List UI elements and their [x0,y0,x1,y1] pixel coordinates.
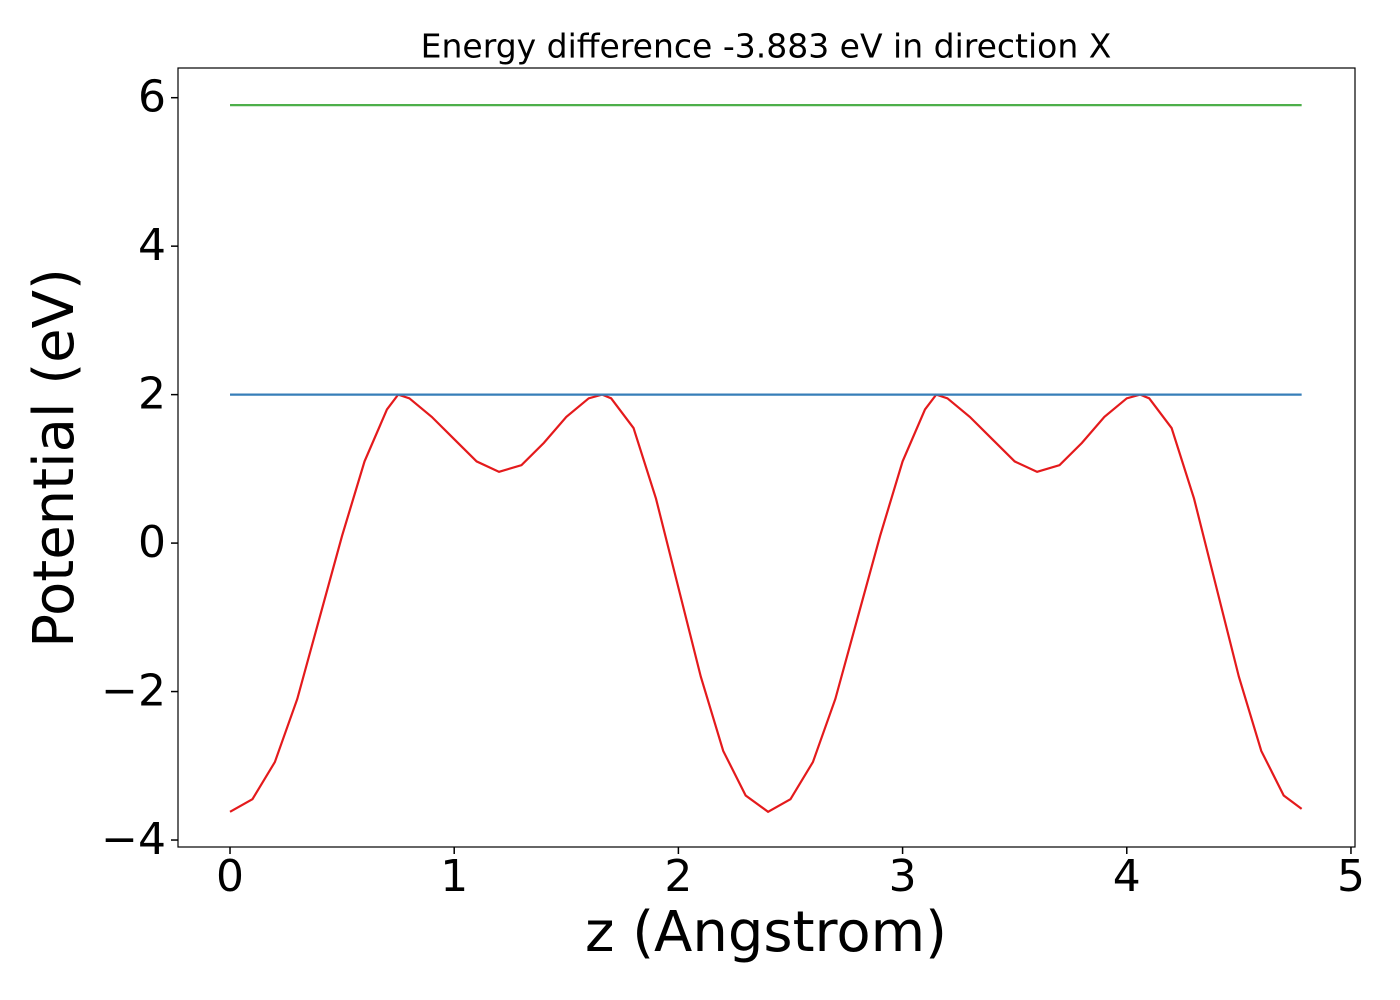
y-tick-label: 4 [138,220,166,271]
y-tick-label: −2 [101,666,166,717]
x-tick-label: 0 [216,851,244,902]
y-tick-label: 6 [138,72,166,123]
y-tick-label: 0 [138,517,166,568]
x-axis-label: z (Angstrom) [585,900,947,965]
y-axis-label: Potential (eV) [22,268,87,648]
x-tick-label: 3 [889,851,917,902]
x-tick-label: 1 [440,851,468,902]
chart-title: Energy difference -3.883 eV in direction… [421,27,1112,66]
x-tick-label: 2 [664,851,692,902]
plot-frame [177,67,1356,848]
y-tick-label: −4 [101,814,166,865]
data-line [229,393,1303,814]
x-tick-label: 4 [1113,851,1141,902]
y-tick-label: 2 [138,369,166,420]
x-tick-label: 5 [1337,851,1365,902]
